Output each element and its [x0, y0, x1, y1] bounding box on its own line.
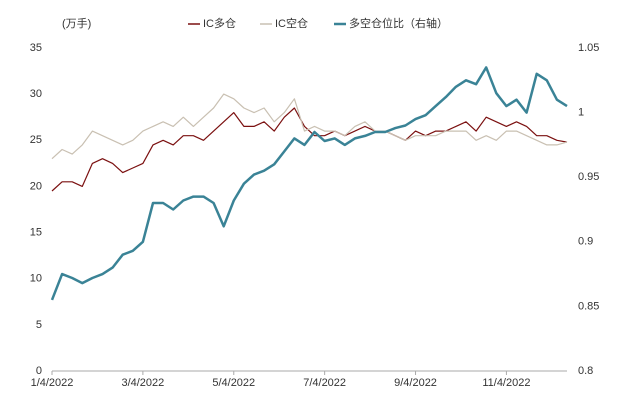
series-line	[50, 66, 568, 301]
legend-label: IC多仓	[203, 16, 236, 30]
y2-tick-label: 0.85	[578, 300, 599, 312]
y-tick-label: 25	[30, 134, 42, 146]
y-tick-label: 30	[30, 88, 42, 100]
y-axis-label: (万手)	[62, 16, 91, 30]
y-tick-label: 0	[36, 365, 42, 377]
y2-tick-label: 0.9	[578, 236, 593, 248]
x-tick-label: 11/4/2022	[482, 377, 530, 389]
y-tick-label: 10	[30, 273, 42, 285]
y-tick-label: 5	[36, 319, 42, 331]
x-tick-label: 9/4/2022	[394, 377, 437, 389]
legend-label: IC空仓	[275, 16, 308, 30]
y2-tick-label: 1.05	[578, 42, 599, 54]
y2-tick-label: 1	[578, 107, 584, 119]
series-line	[51, 107, 568, 192]
y2-tick-label: 0.8	[578, 365, 593, 377]
x-tick-label: 1/4/2022	[31, 377, 74, 389]
legend-label: 多空仓位比（右轴）	[349, 16, 448, 30]
y2-tick-label: 0.95	[578, 171, 599, 183]
y-tick-label: 15	[30, 226, 42, 238]
x-tick-label: 7/4/2022	[303, 377, 346, 389]
y-tick-label: 20	[30, 180, 42, 192]
x-tick-label: 5/4/2022	[212, 377, 255, 389]
x-tick-label: 3/4/2022	[121, 377, 164, 389]
y-tick-label: 35	[30, 42, 42, 54]
series-line	[51, 93, 568, 160]
